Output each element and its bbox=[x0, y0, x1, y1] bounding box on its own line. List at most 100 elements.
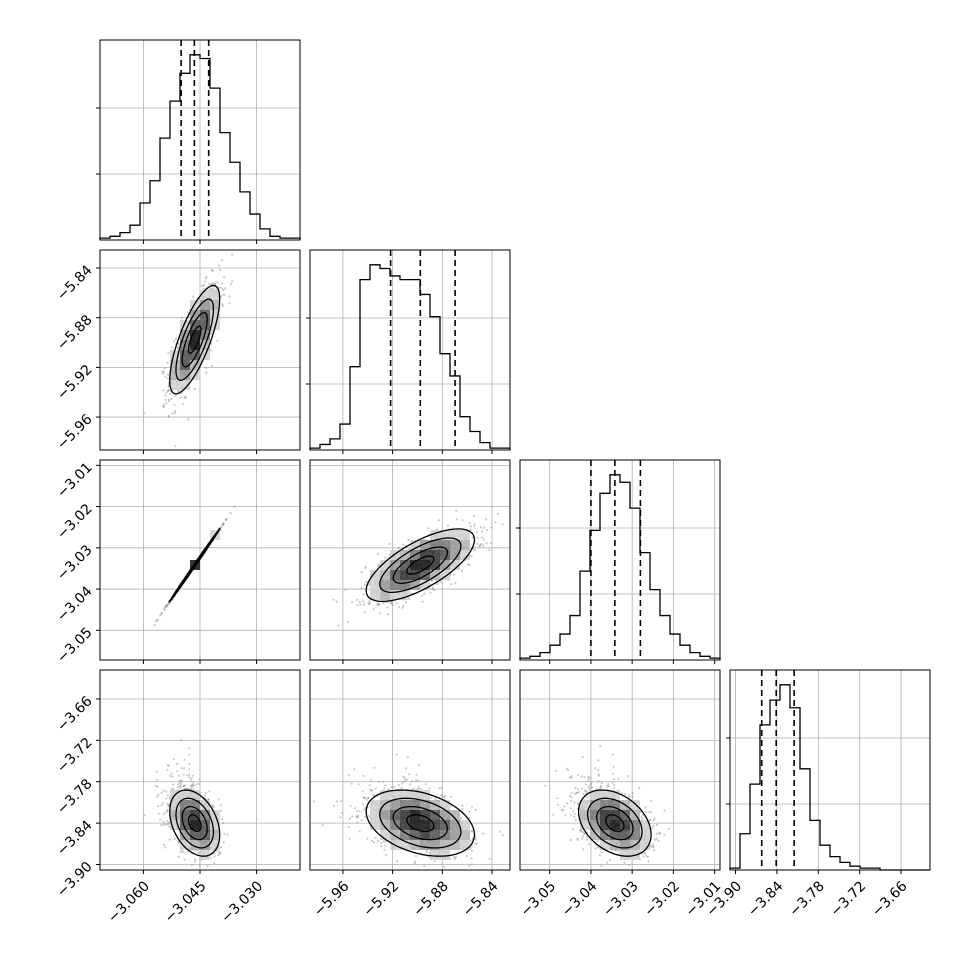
scatter-point bbox=[470, 863, 473, 866]
scatter-point bbox=[465, 854, 469, 858]
scatter-point bbox=[353, 768, 356, 771]
density-contour bbox=[379, 537, 462, 594]
scatter-point bbox=[191, 774, 194, 777]
scatter-point bbox=[167, 385, 170, 388]
scatter-point bbox=[205, 371, 208, 374]
scatter-point bbox=[501, 834, 504, 837]
scatter-point bbox=[483, 874, 485, 876]
scatter-point bbox=[417, 764, 421, 767]
panel-frame bbox=[99, 39, 301, 241]
scatter-point bbox=[187, 418, 190, 421]
scatter-point bbox=[177, 855, 180, 859]
density-cell bbox=[180, 790, 190, 800]
density-cell bbox=[400, 820, 410, 830]
scatter-point bbox=[350, 601, 354, 604]
scatter-point bbox=[166, 764, 169, 767]
density-cell bbox=[420, 830, 430, 840]
scatter-point bbox=[221, 303, 224, 306]
scatter-point bbox=[165, 604, 168, 607]
scatter-point bbox=[398, 605, 401, 609]
scatter-point bbox=[180, 767, 183, 770]
scatter-point bbox=[431, 588, 434, 591]
scatter-point bbox=[460, 817, 463, 820]
scatter-point bbox=[161, 372, 164, 375]
scatter-point bbox=[177, 343, 180, 346]
scatter-point bbox=[470, 554, 473, 557]
scatter-point bbox=[414, 860, 417, 863]
scatter-point bbox=[162, 403, 165, 406]
scatter-point bbox=[221, 282, 224, 285]
scatter-point bbox=[461, 519, 464, 522]
scatter-point bbox=[167, 389, 170, 392]
scatter-point bbox=[372, 841, 376, 844]
scatter-point bbox=[415, 779, 418, 782]
scatter-point bbox=[395, 753, 398, 756]
scatter-point bbox=[339, 816, 342, 819]
scatter-point bbox=[483, 526, 486, 529]
scatter-point bbox=[203, 794, 206, 797]
scatter-point bbox=[215, 849, 219, 852]
scatter-point bbox=[474, 838, 477, 841]
scatter-point bbox=[368, 603, 371, 606]
scatter-point bbox=[358, 810, 361, 813]
scatter-point bbox=[180, 779, 183, 783]
scatter-point bbox=[360, 587, 363, 590]
density-cell bbox=[190, 300, 200, 310]
density-cell bbox=[420, 810, 430, 820]
scatter-point bbox=[367, 796, 370, 799]
scatter-point bbox=[210, 332, 213, 336]
scatter-point bbox=[225, 518, 228, 522]
density-cell bbox=[410, 830, 420, 840]
scatter-panel-1-0 bbox=[96, 249, 301, 454]
scatter-point bbox=[449, 805, 452, 808]
scatter-point bbox=[210, 287, 213, 290]
scatter-point bbox=[220, 809, 223, 812]
scatter-point bbox=[467, 564, 471, 567]
scatter-point bbox=[576, 838, 580, 842]
scatter-point bbox=[166, 794, 169, 797]
scatter-point bbox=[496, 512, 500, 515]
scatter-point bbox=[382, 780, 385, 783]
scatter-point bbox=[171, 775, 174, 779]
density-cell bbox=[410, 560, 420, 570]
scatter-point bbox=[413, 862, 416, 865]
density-cell bbox=[210, 310, 220, 320]
scatter-point bbox=[652, 819, 655, 822]
density-cell bbox=[400, 810, 410, 820]
density-cell bbox=[200, 850, 210, 860]
scatter-point bbox=[226, 833, 229, 836]
scatter-point bbox=[397, 784, 400, 787]
scatter-point bbox=[168, 838, 171, 841]
scatter-point bbox=[369, 788, 372, 791]
scatter-point bbox=[395, 860, 398, 863]
scatter-point bbox=[160, 612, 163, 615]
density-cell bbox=[440, 800, 450, 810]
scatter-point bbox=[156, 619, 159, 622]
density-cell bbox=[190, 840, 200, 850]
density-cell bbox=[400, 800, 410, 810]
scatter-point bbox=[219, 852, 222, 855]
scatter-point bbox=[517, 490, 519, 492]
scatter-point bbox=[362, 593, 365, 596]
scatter-point bbox=[185, 774, 189, 777]
density-contour bbox=[169, 284, 221, 395]
scatter-point bbox=[362, 796, 365, 799]
density-contour bbox=[181, 311, 208, 368]
density-cell bbox=[460, 550, 470, 560]
scatter-point bbox=[391, 603, 394, 606]
panel-frame bbox=[99, 459, 301, 661]
scatter-point bbox=[441, 794, 444, 797]
scatter-point bbox=[565, 802, 569, 805]
scatter-point bbox=[372, 793, 375, 796]
scatter-point bbox=[143, 814, 146, 817]
scatter-point bbox=[157, 805, 160, 808]
density-cell bbox=[420, 840, 430, 850]
density-cell bbox=[450, 530, 460, 540]
scatter-point bbox=[455, 509, 458, 512]
density-cell bbox=[450, 810, 460, 820]
scatter-point bbox=[358, 600, 361, 604]
scatter-point bbox=[190, 777, 193, 780]
scatter-point bbox=[221, 294, 224, 297]
scatter-point bbox=[163, 367, 166, 370]
scatter-point bbox=[182, 767, 186, 770]
